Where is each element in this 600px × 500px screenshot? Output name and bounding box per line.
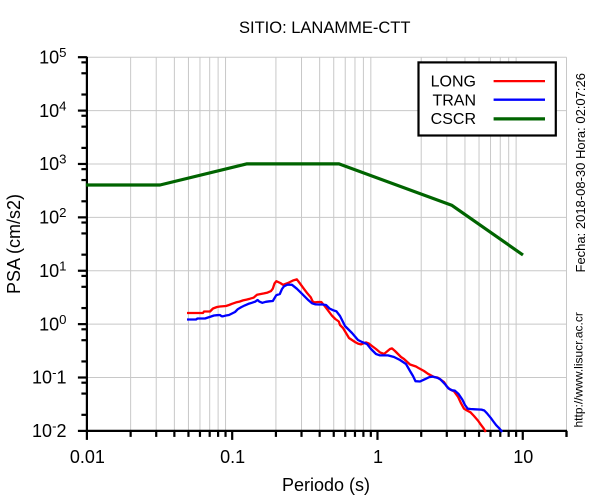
svg-text:0.1: 0.1 [220, 447, 245, 467]
svg-text:0.01: 0.01 [70, 447, 105, 467]
svg-text:PSA (cm/s2): PSA (cm/s2) [4, 194, 24, 294]
svg-text:CSCR: CSCR [431, 111, 476, 128]
svg-text:10-1: 10-1 [32, 365, 66, 388]
svg-text:10-2: 10-2 [32, 419, 66, 442]
svg-text:http://www.lisucr.ac.cr: http://www.lisucr.ac.cr [572, 312, 586, 427]
svg-text:Periodo (s): Periodo (s) [282, 475, 370, 495]
svg-text:LONG: LONG [431, 74, 476, 91]
svg-text:TRAN: TRAN [432, 92, 476, 109]
svg-text:10: 10 [513, 447, 533, 467]
svg-text:Fecha: 2018-08-30 Hora: 02:07:: Fecha: 2018-08-30 Hora: 02:07:26 [573, 73, 588, 272]
svg-text:SITIO: LANAMME-CTT: SITIO: LANAMME-CTT [239, 19, 410, 37]
svg-text:1: 1 [373, 447, 383, 467]
